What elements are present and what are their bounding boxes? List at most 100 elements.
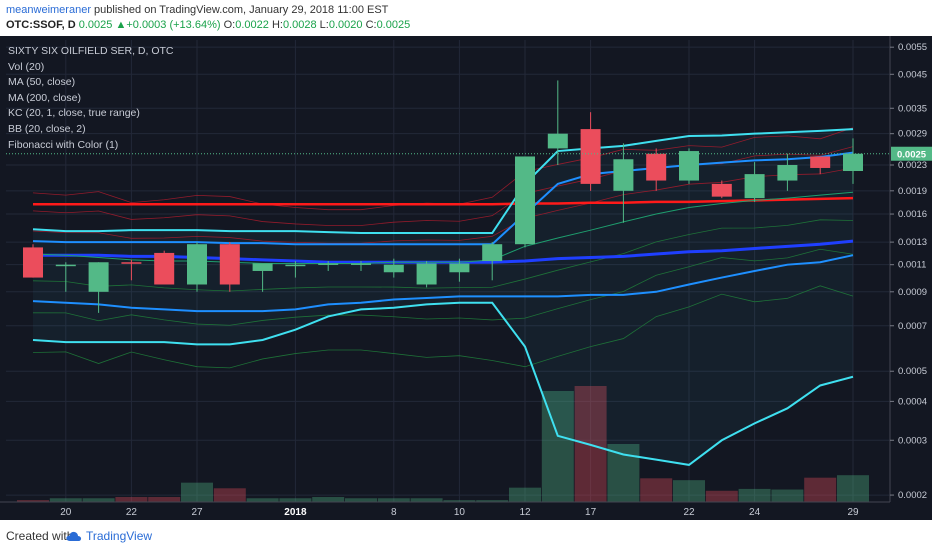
last-price-badge [891,146,932,161]
candle-body [580,129,601,184]
fibonacci-line [32,219,854,292]
price-tick-label: 0.0003 [898,435,927,446]
volume-bar [705,490,738,502]
ma50-line [33,196,854,206]
price-axis-bg [890,36,932,520]
last-price: 0.0025 [78,19,113,31]
candle-body [449,263,470,273]
volume-bar [377,498,410,502]
price-chart[interactable]: 0.0055 0.0045 0.0035 0.0029 0.0023 0.0019 0.00… [0,36,932,520]
candle-body [416,263,437,285]
legend-item-fib[interactable]: Fibonacci with Color (1) [8,138,119,151]
volume-bar [49,498,82,502]
price-tick-label: 0.0035 [898,103,927,114]
volume-bar [279,498,312,502]
volume-bar [17,500,49,502]
candle-body [187,244,207,285]
tradingview-link[interactable]: TradingView [86,529,153,543]
legend-item-ma50[interactable]: MA (50, close) [8,76,76,89]
symbol-label: OTC:SSOF, D [6,19,76,31]
candle-body [810,156,831,168]
candle-body [777,165,798,181]
price-tick-label: 0.0019 [898,186,927,197]
author-link[interactable]: meanweimeraner [6,4,91,16]
volume-bar [82,498,115,502]
candle-body [318,263,339,265]
last-price-badge-label: 0.0025 [897,150,927,161]
candle-body [679,151,699,181]
volume-bar [312,497,345,502]
published-text: published on TradingView.com, January 29… [94,4,389,16]
price-tick-label: 0.0004 [898,396,927,407]
legend-item-vol[interactable]: Vol (20) [8,60,45,73]
kc-upper-line [32,151,854,246]
candle-body [154,252,175,285]
volume-bar [246,498,279,502]
time-tick-label: 22 [126,507,138,518]
candle-body [285,264,306,267]
candle-body [219,244,240,285]
low-value: 0.0020 [328,19,363,31]
kc-lower-line [32,254,854,313]
high-label: H: [271,19,283,31]
volume-bar [804,477,837,502]
time-tick-label: 20 [60,507,72,518]
time-tick-label: 12 [519,507,531,518]
time-tick-label: 27 [191,507,203,518]
indicator-legend: SIXTY SIX OILFIELD SER, D, OTC Vol (20) … [8,44,174,153]
legend-item-kc[interactable]: KC (20, 1, close, true range) [8,107,140,120]
volume-bars [17,386,869,502]
time-tick-label: 8 [391,507,397,518]
created-with-text: Created with [6,529,74,543]
publish-header: meanweimeraner published on TradingView.… [0,0,932,36]
price-tick-label: 0.0005 [898,366,927,377]
volume-bar [509,487,541,502]
candle-body [351,263,371,265]
time-tick-label: 17 [585,507,597,518]
price-axis[interactable]: 0.0055 0.0045 0.0035 0.0029 0.0023 0.0019 0.00… [889,36,932,520]
candle-body [55,264,76,267]
time-tick-label: 10 [454,507,466,518]
candle-body [23,247,43,278]
time-tick-label: 29 [847,507,859,518]
legend-item-bb[interactable]: BB (20, close, 2) [8,122,86,135]
fibonacci-line [32,248,854,326]
price-tick-label: 0.0007 [898,321,927,332]
volume-bar [410,498,443,502]
candle-body [482,244,503,262]
volume-bar [443,500,476,502]
time-axis[interactable]: 20 22 27 2018 8 10 12 17 22 24 29 [0,501,932,520]
volume-bar [115,497,148,502]
time-tick-label: 22 [683,507,695,518]
time-tick-label: 2018 [284,507,307,518]
candle-body [843,153,863,172]
close-value: 0.0025 [376,19,411,31]
volume-bar [213,488,246,502]
legend-item-ma200[interactable]: MA (200, close) [8,91,81,104]
close-label: C: [365,19,377,31]
volume-bar [673,480,705,502]
open-value: 0.0022 [235,19,269,31]
fibonacci-line [32,285,854,369]
fibonacci-line [32,167,854,244]
candle-body [744,174,765,199]
candle-body [88,262,109,292]
price-tick-label: 0.0029 [898,129,927,140]
volume-bar [738,488,771,502]
candle-body [515,156,535,245]
candle-body [646,153,667,181]
tradingview-cloud-icon [66,531,82,541]
price-change: ▲+0.0003 (+13.64%) [115,19,221,31]
candle-body [383,264,404,273]
price-tick-label: 0.0013 [898,237,927,248]
volume-bar [771,489,804,502]
ohlc-line: OTC:SSOF, D 0.0025 ▲+0.0003 (+13.64%) O:… [6,19,410,31]
high-value: 0.0028 [282,19,317,31]
volume-bar [345,498,377,502]
candle-body [547,133,568,149]
open-label: O: [223,19,236,31]
legend-title: SIXTY SIX OILFIELD SER, D, OTC [8,45,174,57]
candle-body [613,159,634,191]
price-tick-label: 0.0002 [898,490,927,501]
volume-bar [148,497,181,502]
